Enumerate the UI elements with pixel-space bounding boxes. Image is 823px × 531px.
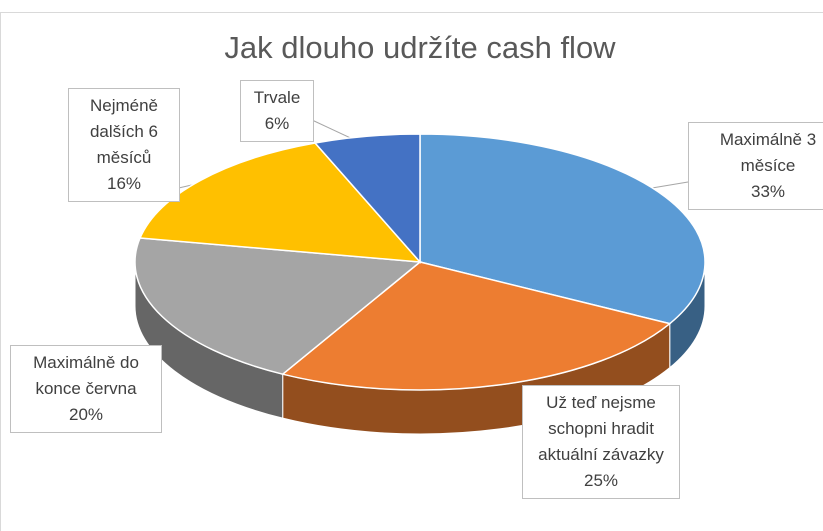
category-label: Už teď nejsme schopni hradit aktuální zá… bbox=[538, 393, 664, 464]
data-label: Už teď nejsme schopni hradit aktuální zá… bbox=[522, 385, 680, 499]
pie bbox=[134, 133, 706, 435]
value-label: 33% bbox=[750, 182, 786, 201]
category-label: Maximálně do konce června bbox=[33, 353, 139, 398]
chart-title: Jak dlouho udržíte cash flow bbox=[224, 30, 616, 65]
slice bbox=[313, 133, 421, 264]
slice bbox=[281, 261, 672, 391]
category-label: Trvale bbox=[253, 88, 301, 107]
data-label: Maximálně do konce června 20% bbox=[10, 345, 162, 433]
category-label: Nejméně dalších 6 měsíců bbox=[89, 96, 159, 167]
category-label: Maximálně 3 měsíce bbox=[719, 130, 817, 175]
slice bbox=[138, 142, 422, 263]
value-label: 20% bbox=[68, 405, 104, 424]
value-label: 16% bbox=[106, 174, 142, 193]
slice bbox=[134, 237, 422, 375]
data-label: Nejméně dalších 6 měsíců 16% bbox=[68, 88, 180, 202]
value-label: 25% bbox=[583, 471, 619, 490]
slice bbox=[419, 133, 706, 325]
data-label: Maximálně 3 měsíce 33% bbox=[688, 122, 823, 210]
value-label: 6% bbox=[264, 114, 290, 133]
data-label: Trvale 6% bbox=[240, 80, 314, 142]
chart-frame bbox=[0, 12, 823, 531]
